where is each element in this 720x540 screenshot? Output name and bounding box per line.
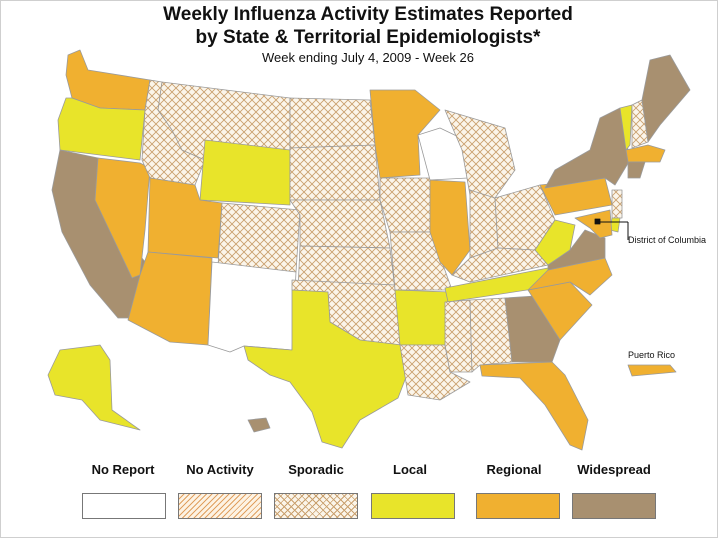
state-nevada	[94, 157, 151, 279]
legend-swatch-regional	[476, 493, 560, 519]
state-alaska	[47, 344, 141, 431]
state-alabama	[469, 297, 513, 373]
dc-marker	[595, 219, 600, 224]
state-colorado	[217, 202, 301, 273]
state-massachusetts	[625, 144, 666, 163]
state-north-dakota	[289, 97, 376, 149]
state-south-dakota	[289, 144, 381, 201]
state-new-york	[544, 107, 631, 189]
state-wyoming	[199, 139, 291, 206]
state-texas	[243, 289, 409, 449]
legend-swatch-sporadic	[274, 493, 358, 519]
legend-label-sporadic: Sporadic	[288, 462, 344, 477]
legend-label-widespread: Widespread	[577, 462, 651, 477]
state-oregon	[57, 97, 146, 161]
map-subtitle: Week ending July 4, 2009 - Week 26	[262, 50, 474, 65]
state-indiana	[469, 189, 499, 259]
legend-label-no-report: No Report	[91, 462, 155, 477]
state-maine	[641, 54, 691, 143]
map-title-line-2: by State & Territorial Epidemiologists*	[195, 27, 541, 48]
legend-swatch-no-report	[82, 493, 166, 519]
legend-swatch-local	[371, 493, 455, 519]
state-florida	[479, 361, 589, 451]
state-new-jersey	[611, 189, 623, 219]
state-georgia	[504, 295, 561, 363]
state-missouri	[389, 231, 453, 291]
state-arizona	[127, 251, 213, 346]
puerto-rico-label: Puerto Rico	[628, 350, 676, 360]
state-new-mexico	[207, 261, 297, 353]
state-connecticut	[627, 161, 646, 179]
legend-label-regional: Regional	[486, 462, 542, 477]
state-west-virginia	[534, 219, 576, 266]
state-hawaii	[247, 417, 271, 433]
state-minnesota	[369, 89, 441, 179]
state-nebraska	[289, 199, 391, 249]
dc-label: District of Columbia	[628, 235, 707, 245]
state-mississippi	[444, 299, 473, 373]
legend-swatch-widespread	[572, 493, 656, 519]
state-maryland	[574, 209, 613, 239]
legend-label-no-activity: No Activity	[186, 462, 254, 477]
state-arkansas	[394, 289, 451, 346]
state-puerto-rico	[627, 364, 677, 377]
legend-swatch-no-activity	[178, 493, 262, 519]
legend-label-local: Local	[393, 462, 427, 477]
map-title-line-1: Weekly Influenza Activity Estimates Repo…	[163, 4, 573, 25]
state-vermont	[619, 104, 633, 151]
